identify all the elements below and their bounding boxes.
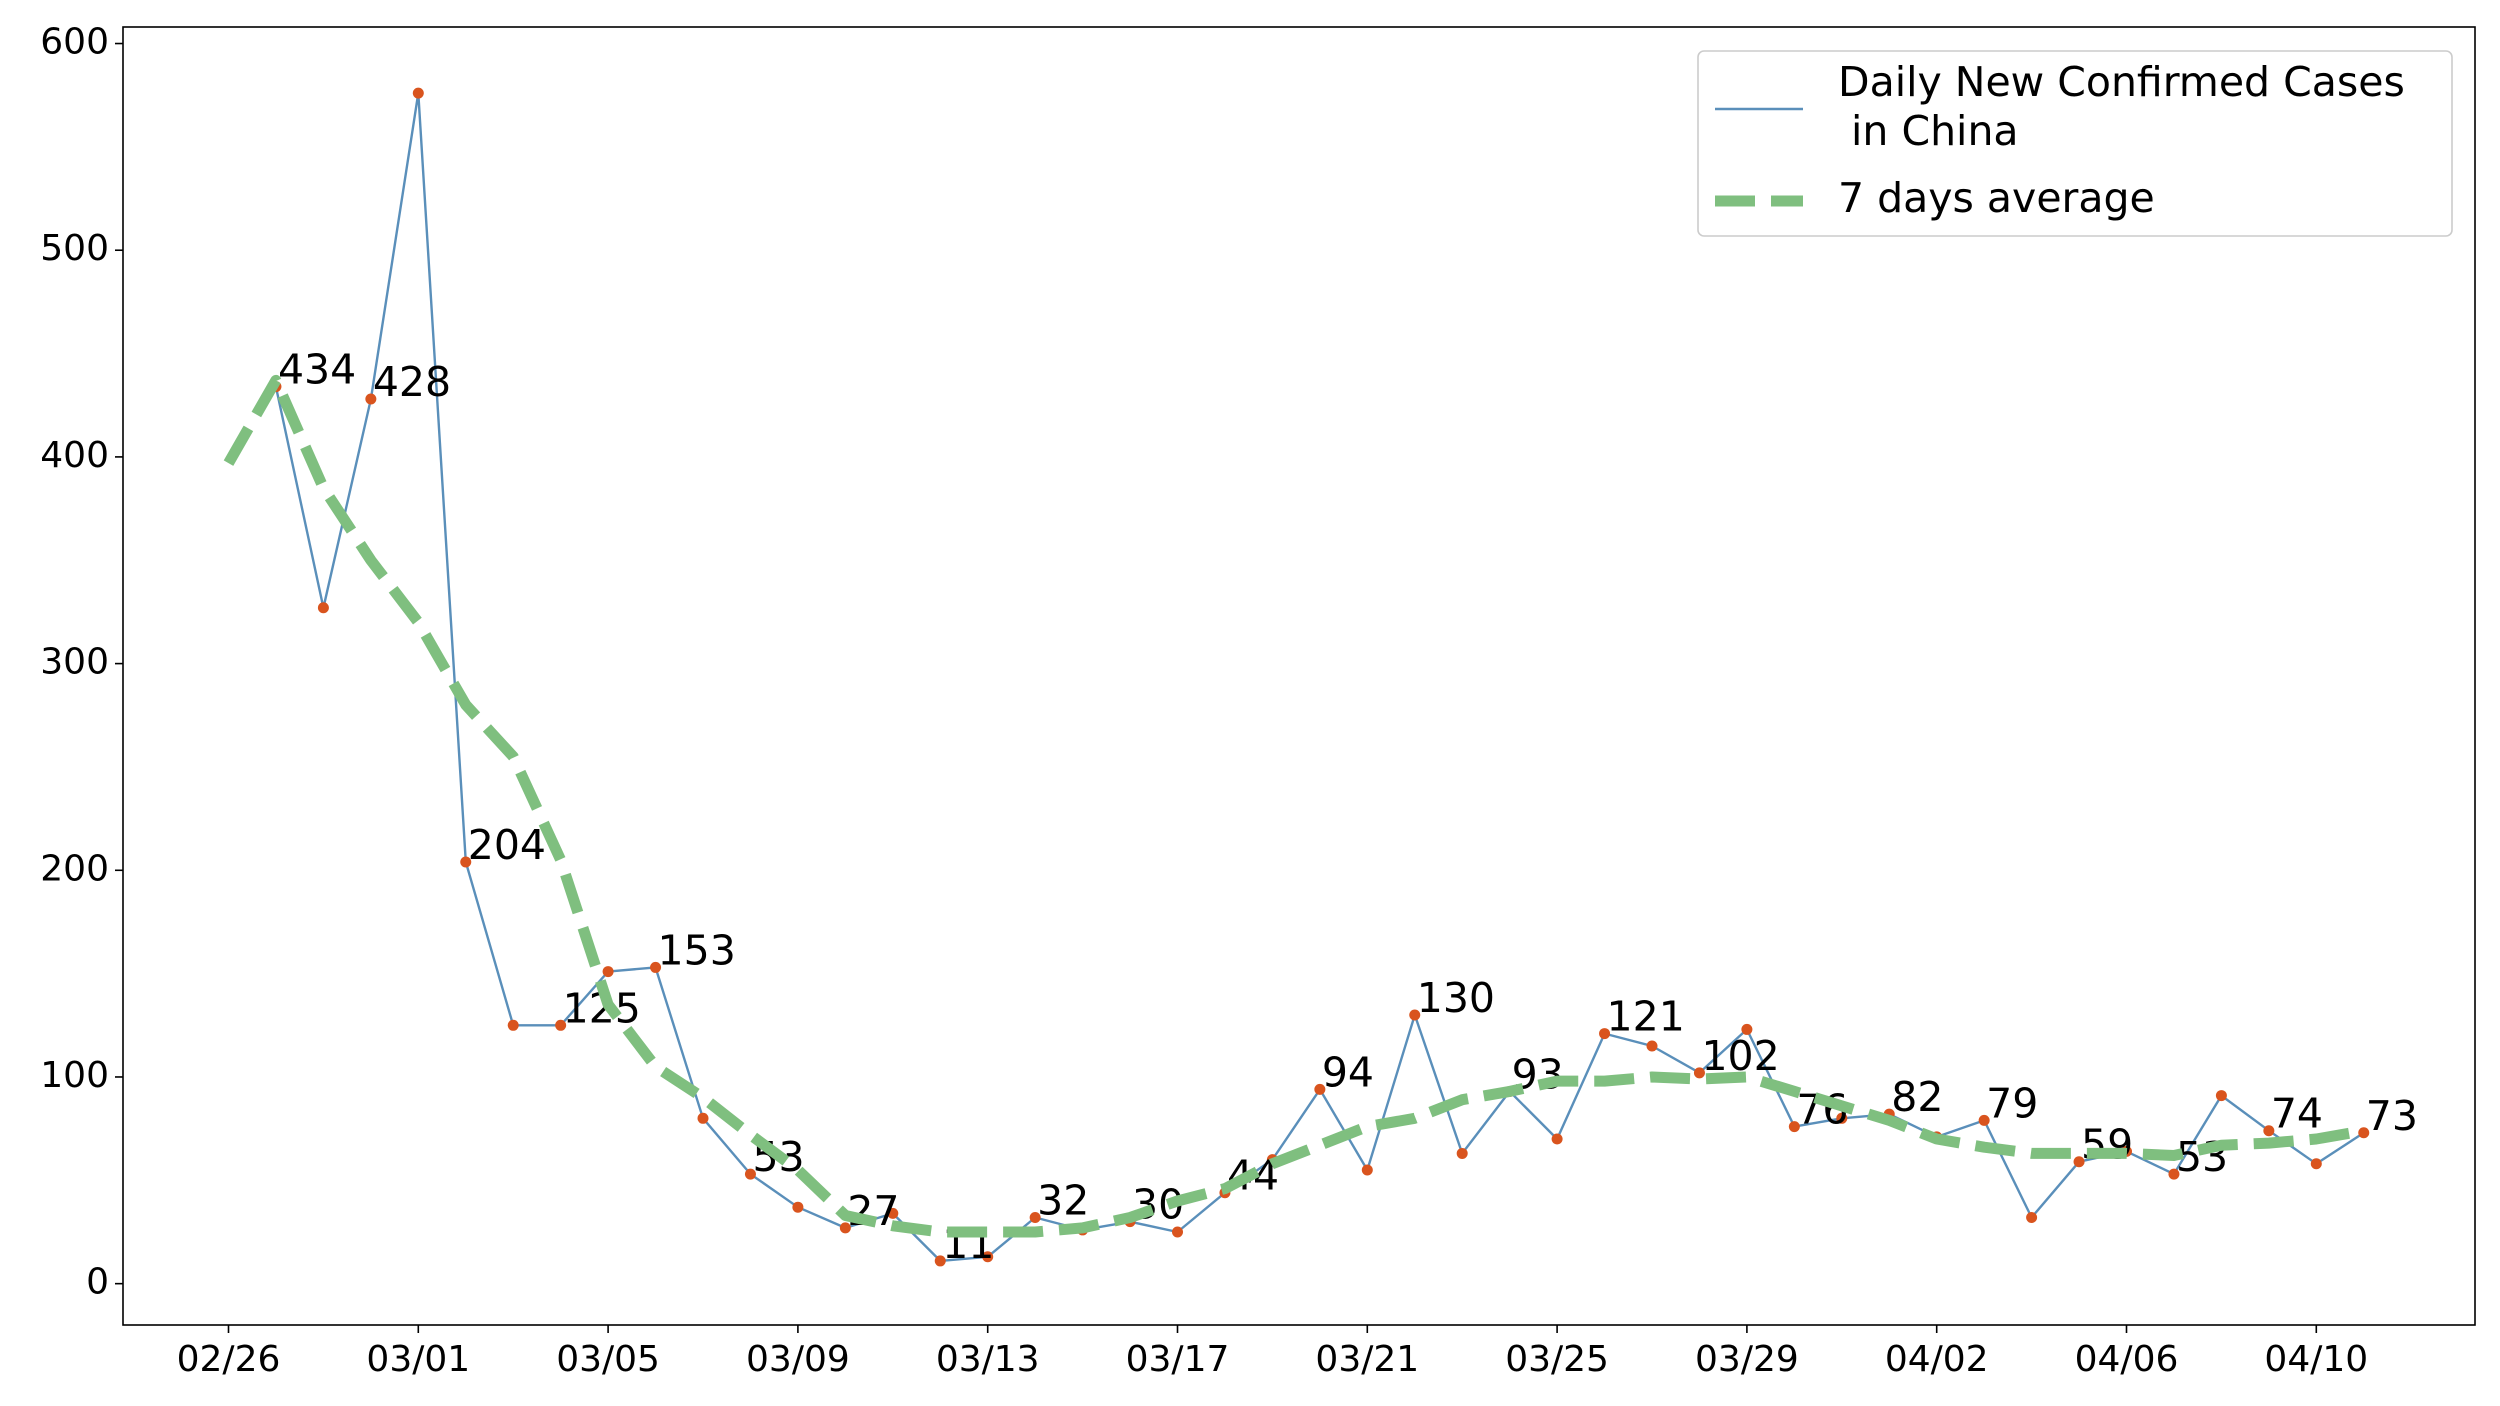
data-label: 74 [2271,1090,2323,1138]
x-tick-label: 03/13 [936,1339,1040,1380]
x-tick-label: 03/09 [746,1339,850,1380]
point [2215,1090,2227,1102]
x-tick-label: 03/25 [1505,1339,1609,1380]
point [839,1222,851,1234]
point [412,87,424,99]
data-label: 428 [373,358,451,406]
data-label: 59 [2081,1121,2133,1169]
point [934,1255,946,1267]
legend-label-line: in China [1838,107,2019,155]
data-label: 434 [278,346,356,394]
x-tick-label: 03/05 [556,1339,660,1380]
data-label: 204 [468,821,546,869]
point [317,602,329,614]
legend-label-line: Daily New Confirmed Cases [1838,58,2405,106]
data-label: 79 [1986,1079,2038,1127]
x-tick-label: 03/17 [1126,1339,1230,1380]
point [1741,1023,1753,1035]
y-tick-label: 500 [40,228,109,269]
data-label: 73 [2366,1092,2418,1140]
point [1361,1164,1373,1176]
legend-label: Daily New Confirmed Cases in China [1838,58,2405,155]
point [792,1201,804,1213]
point [1172,1226,1183,1238]
average-line [223,374,2365,1238]
legend-box [1697,50,2453,237]
point [1314,1083,1326,1095]
point [1456,1147,1468,1159]
point [1029,1212,1041,1224]
point [697,1112,709,1124]
data-label: 121 [1607,993,1685,1041]
point [1551,1133,1563,1145]
x-tick-label: 03/21 [1315,1339,1419,1380]
x-tick-label: 04/10 [2264,1339,2368,1380]
legend-label-line: 7 days average [1838,174,2155,222]
plot-frame [122,26,2476,1326]
point [1409,1009,1421,1021]
point [2263,1125,2275,1137]
y-tick-label: 300 [40,642,109,683]
point [602,966,614,978]
y-tick-label: 0 [86,1262,109,1303]
data-label: 94 [1322,1048,1374,1096]
x-tick-label: 04/02 [1885,1339,1989,1380]
data-label: 130 [1417,974,1495,1022]
point [1599,1028,1611,1040]
y-tick-label: 400 [40,435,109,476]
data-label: 153 [658,926,736,974]
point [2310,1158,2322,1170]
point [555,1019,567,1031]
x-tick-label: 03/01 [366,1339,470,1380]
point [1836,1112,1848,1124]
point [2168,1168,2180,1180]
point [650,961,662,973]
x-tick-label: 03/29 [1695,1339,1799,1380]
point [887,1207,899,1219]
point [2026,1212,2038,1224]
point [2358,1127,2370,1139]
point [982,1251,994,1263]
point [1646,1040,1658,1052]
point [460,856,472,868]
point [744,1168,756,1180]
y-tick-label: 600 [40,22,109,63]
point [1788,1121,1800,1133]
data-label: 32 [1037,1177,1089,1225]
legend-label: 7 days average [1838,174,2155,222]
y-tick-label: 100 [40,1055,109,1096]
y-tick-label: 200 [40,848,109,889]
point [2073,1156,2085,1168]
data-label: 82 [1891,1073,1943,1121]
point [507,1019,519,1031]
x-tick-label: 04/06 [2075,1339,2179,1380]
point [1693,1067,1705,1079]
point [365,393,377,405]
point [1978,1114,1990,1126]
x-tick-label: 02/26 [177,1339,281,1380]
